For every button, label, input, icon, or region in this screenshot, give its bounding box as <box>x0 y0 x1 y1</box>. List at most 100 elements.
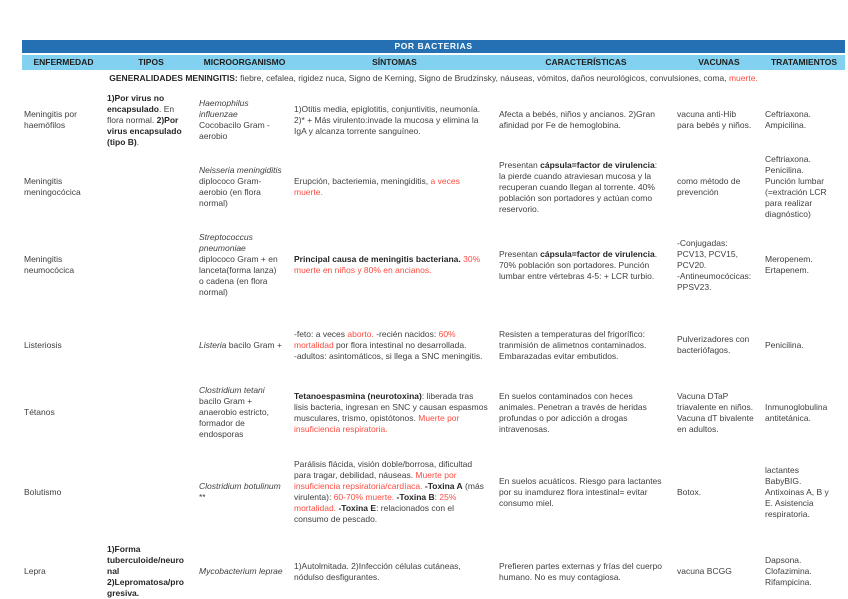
text-segment: -Conjugadas: PCV13, PCV15, PCV20. -Antin… <box>677 237 752 292</box>
table-row-botulismo: Bolutismo Clostridium botulinum ** Parális… <box>22 442 845 542</box>
cell-botulismo-microorganismo: Clostridium botulinum ** <box>197 442 292 542</box>
column-header-tratamientos: TRATAMIENTOS <box>763 54 846 70</box>
cell-meningitis-neumococica-vacunas: -Conjugadas: PCV13, PCV15, PCV20. -Antin… <box>675 223 763 307</box>
cell-meningitis-meningococica-tratamientos: Ceftriaxona. Penicilina. Punción lumbar … <box>763 151 845 223</box>
text-segment: 1)Por virus no encapsulado <box>107 92 167 114</box>
column-header-microorganismo: MICROORGANISMO <box>197 54 292 70</box>
cell-meningitis-neumococica-sintomas: Principal causa de meningitis bacteriana… <box>292 223 497 307</box>
cell-meningitis-meningococica-tipos <box>105 151 197 223</box>
text-segment: Afecta a bebés, niños y ancianos. 2)Gran… <box>499 109 658 130</box>
text-segment: 60-70% muerte. <box>333 492 395 502</box>
cell-botulismo-vacunas: Botox. <box>675 442 763 542</box>
text-segment: 1)Autolmitada. 2)Infección células cután… <box>294 560 464 582</box>
cell-lepra-microorganismo: Mycobacterium leprae <box>197 542 292 599</box>
text-segment: Presentan <box>499 159 541 170</box>
cell-meningitis-meningococica-sintomas: Erupción, bacteriemia, meningiditis, a v… <box>292 151 497 223</box>
text-segment: Prefieren partes externas y frías del cu… <box>499 560 665 582</box>
text-segment: Resisten a temperaturas del frigorífico:… <box>499 328 649 361</box>
text-segment: Penicilina. <box>765 339 804 350</box>
generalidades-text: GENERALIDADES MENINGITIS: fiebre, cefale… <box>22 70 845 89</box>
text-segment: : la pierde cuando atraviesan mucosa y l… <box>499 159 660 214</box>
text-segment: cápsula=factor de virulencia <box>540 248 655 259</box>
text-segment: -feto: a veces <box>294 328 348 339</box>
text-segment: como método de prevención <box>677 176 743 197</box>
text-segment: Meropenem. Ertapenem. <box>765 254 813 275</box>
text-segment: -Toxina A <box>424 481 463 491</box>
text-segment: 1)Forma tuberculoide/neuronal 2)Lepromat… <box>107 544 184 598</box>
cell-meningitis-haemofilos-enfermedad: Meningitis por haemófilos <box>22 89 105 151</box>
cell-listeriosis-tipos <box>105 307 197 383</box>
cell-listeriosis-sintomas: -feto: a veces aborto. -recién nacidos: … <box>292 307 497 383</box>
text-segment: Botox. <box>677 486 702 497</box>
text-segment: muerte. <box>728 73 758 83</box>
text-segment: ** <box>199 481 284 502</box>
text-segment: Presentan <box>499 248 541 259</box>
column-header-enfermedad: ENFERMEDAD <box>22 54 105 70</box>
text-segment: Erupción, bacteriemia, meningiditis, <box>294 176 431 186</box>
text-segment: Streptococcus pneumoniae <box>199 232 253 253</box>
text-segment: Bolutismo <box>24 486 62 497</box>
cell-lepra-sintomas: 1)Autolmitada. 2)Infección células cután… <box>292 542 497 599</box>
text-segment: 1)Otitis media, epiglotitis, conjuntivit… <box>294 103 483 136</box>
text-segment: Inmunoglobulina antitetánica. <box>765 401 830 423</box>
cell-listeriosis-caracteristicas: Resisten a temperaturas del frigorífico:… <box>497 307 675 383</box>
text-segment: bacilo Gram + <box>226 339 282 350</box>
text-segment: vacuna BCGG <box>677 566 732 576</box>
text-segment: : <box>434 492 440 502</box>
cell-botulismo-tipos <box>105 442 197 542</box>
text-segment: Neisseria meningiditis <box>199 165 282 175</box>
text-segment: Meningitis por haemófilos <box>24 109 80 130</box>
text-segment: Ceftriaxona. Penicilina. Punción lumbar … <box>765 154 830 219</box>
cell-meningitis-neumococica-tratamientos: Meropenem. Ertapenem. <box>763 223 845 307</box>
text-segment: : relacionados con el consumo de pescado… <box>294 503 457 524</box>
cell-meningitis-haemofilos-tipos: 1)Por virus no encapsulado. En flora nor… <box>105 89 197 151</box>
cell-listeriosis-microorganismo: Listeria bacilo Gram + <box>197 307 292 383</box>
text-segment: cápsula=factor de virulencia <box>540 159 655 170</box>
cell-meningitis-haemofilos-tratamientos: Ceftriaxona. Ampicilina. <box>763 89 845 151</box>
text-segment: Muerte por insuficiencia respiratoria. <box>294 412 462 434</box>
text-segment: . En flora normal. <box>107 103 177 125</box>
text-segment: fiebre, cefalea, rigidez nuca, Signo de … <box>240 73 729 83</box>
text-segment: 30% muerte en niños y 80% en ancianos. <box>294 254 483 275</box>
text-segment: diplococo Gram + en lanceta(forma lanza)… <box>199 254 281 297</box>
text-segment: -Toxina B <box>396 492 435 502</box>
table-row-meningitis-neumococica: Meningitis neumocócica Streptococcus pneu… <box>22 223 845 307</box>
cell-meningitis-neumococica-tipos <box>105 223 197 307</box>
text-segment: Parálisis flácida, visión doble/borrosa,… <box>294 459 475 480</box>
text-segment: Lepra <box>24 566 46 576</box>
cell-botulismo-caracteristicas: En suelos acuáticos. Riesgo para lactant… <box>497 442 675 542</box>
cell-botulismo-sintomas: Parálisis flácida, visión doble/borrosa,… <box>292 442 497 542</box>
column-header-vacunas: VACUNAS <box>675 54 763 70</box>
table-row-tetanos: Tétanos Clostridium tetani bacilo Gram + … <box>22 383 845 442</box>
text-segment: Clostridium tetani <box>199 385 265 395</box>
cell-tetanos-tipos <box>105 383 197 442</box>
table-row-meningitis-meningococica: Meningitis meningocócica Neisseria mening… <box>22 151 845 223</box>
cell-listeriosis-enfermedad: Listeriosis <box>22 307 105 383</box>
cell-meningitis-haemofilos-sintomas: 1)Otitis media, epiglotitis, conjuntivit… <box>292 89 497 151</box>
text-segment: lactantes BabyBIG. Antixoinas A, B y E. … <box>765 464 832 519</box>
text-segment: . <box>136 136 140 147</box>
column-header-tipos: TIPOS <box>105 54 197 70</box>
cell-listeriosis-vacunas: Pulverizadores con bacteriófagos. <box>675 307 763 383</box>
text-segment: -Toxina E <box>338 503 377 513</box>
cell-lepra-tipos: 1)Forma tuberculoide/neuronal 2)Lepromat… <box>105 542 197 599</box>
cell-meningitis-haemofilos-caracteristicas: Afecta a bebés, niños y ancianos. 2)Gran… <box>497 89 675 151</box>
cell-botulismo-tratamientos: lactantes BabyBIG. Antixoinas A, B y E. … <box>763 442 845 542</box>
cell-meningitis-meningococica-enfermedad: Meningitis meningocócica <box>22 151 105 223</box>
table-row-meningitis-haemofilos: Meningitis por haemófilos 1)Por virus no … <box>22 89 845 151</box>
cell-tetanos-sintomas: Tetanoespasmina (neurotoxina): liberada … <box>292 383 497 442</box>
text-segment: aborto. <box>347 328 374 339</box>
cell-meningitis-meningococica-microorganismo: Neisseria meningiditis diplococo Gram- a… <box>197 151 292 223</box>
text-segment: a veces muerte. <box>294 176 463 197</box>
table-row-lepra: Lepra 1)Forma tuberculoide/neuronal 2)Lep… <box>22 542 845 599</box>
cell-lepra-vacunas: vacuna BCGG <box>675 542 763 599</box>
text-segment: Tétanos <box>24 407 55 417</box>
cell-tetanos-vacunas: Vacuna DTaP triavalente en niños. Vacuna… <box>675 383 763 442</box>
cell-botulismo-enfermedad: Bolutismo <box>22 442 105 542</box>
text-segment: Principal causa de meningitis bacteriana… <box>294 254 461 264</box>
table-body: Meningitis por haemófilos 1)Por virus no … <box>22 89 845 599</box>
text-segment: (más virulenta): <box>294 481 487 502</box>
text-segment: Dapsona. Clofazimina. Rifampicina. <box>765 555 812 587</box>
bacteria-table: POR BACTERIAS ENFERMEDAD TIPOS MICROORGANI… <box>22 40 846 599</box>
